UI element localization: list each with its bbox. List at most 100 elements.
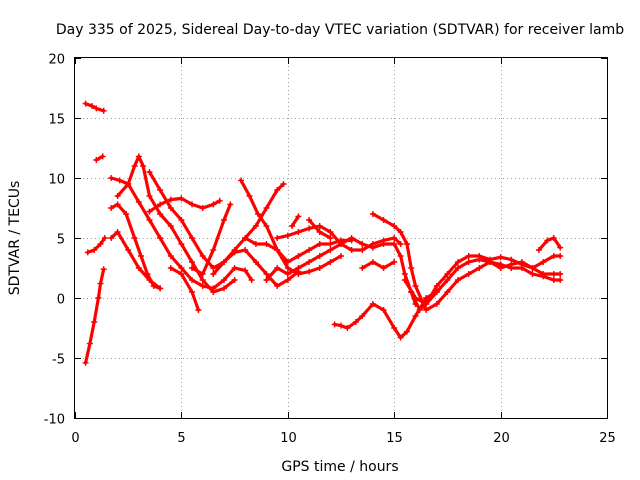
series-line: [360, 260, 396, 270]
data-point: [348, 247, 355, 253]
data-point: [338, 241, 344, 247]
data-point: [138, 253, 144, 259]
data-point: [331, 321, 338, 328]
data-point: [135, 199, 142, 205]
data-point: [210, 265, 217, 271]
data-point: [82, 359, 89, 366]
data-point: [306, 225, 313, 232]
data-point: [289, 223, 296, 229]
data-point: [99, 153, 106, 160]
data-point: [497, 254, 504, 261]
series-track-15: [242, 235, 355, 265]
data-point: [274, 265, 281, 271]
data-point: [246, 193, 253, 199]
data-point: [327, 229, 334, 235]
series-track-17: [263, 235, 419, 307]
data-point: [306, 268, 313, 275]
y-tick-label: -10: [44, 413, 65, 428]
data-point: [86, 340, 93, 347]
data-point: [444, 289, 451, 295]
data-point: [369, 259, 376, 265]
data-point: [242, 235, 249, 241]
data-point: [125, 247, 132, 253]
data-point: [338, 322, 344, 329]
series-track-12: [189, 201, 234, 277]
data-point: [157, 285, 164, 292]
data-point: [189, 277, 195, 283]
data-point: [248, 277, 255, 283]
data-point: [100, 266, 107, 273]
data-point: [397, 229, 404, 235]
data-point: [380, 265, 387, 271]
data-point: [221, 277, 227, 283]
data-point: [101, 235, 108, 241]
data-point: [359, 313, 366, 319]
data-point: [252, 223, 259, 229]
data-point: [178, 241, 185, 247]
y-tick-label: 5: [57, 233, 65, 248]
data-point: [550, 253, 557, 259]
y-axis-label: SDTVAR / TECUs: [7, 181, 23, 296]
data-point: [529, 265, 536, 271]
data-point: [423, 301, 430, 307]
data-point: [167, 205, 174, 211]
series-line: [109, 230, 162, 290]
series-track-5: [108, 201, 164, 292]
data-point: [391, 259, 398, 265]
data-point: [199, 283, 206, 289]
data-point: [280, 181, 287, 187]
x-tick-label: 0: [71, 431, 79, 446]
data-point: [557, 253, 564, 259]
data-point: [178, 271, 185, 277]
data-point: [210, 271, 217, 277]
data-point: [146, 193, 153, 199]
data-point: [306, 259, 313, 265]
data-point: [146, 208, 153, 215]
data-point: [397, 253, 404, 259]
data-point: [167, 253, 174, 259]
data-point: [89, 103, 95, 109]
x-tick-label: 10: [280, 431, 297, 446]
data-point: [550, 235, 557, 241]
data-point: [487, 256, 493, 263]
data-point: [369, 211, 376, 217]
data-point: [274, 187, 281, 193]
data-point: [557, 271, 564, 277]
data-point: [423, 307, 430, 313]
data-point: [231, 277, 238, 283]
data-point: [195, 307, 202, 313]
data-point: [433, 301, 440, 307]
data-point: [189, 289, 195, 295]
data-point: [380, 217, 387, 223]
data-point: [557, 244, 564, 251]
series-track-20: [331, 289, 440, 341]
data-point: [444, 277, 451, 283]
data-point: [84, 249, 91, 256]
data-point: [397, 334, 404, 341]
x-tick-label: 5: [177, 431, 185, 446]
data-point: [327, 247, 334, 253]
data-point: [221, 259, 227, 265]
y-tick-label: 0: [57, 293, 65, 308]
data-point: [284, 277, 291, 283]
data-point: [408, 289, 415, 295]
data-point: [352, 319, 359, 325]
y-tick-label: 20: [48, 53, 65, 68]
x-axis: 0 5 10 15 20 25: [71, 58, 616, 446]
data-point: [210, 289, 217, 295]
data-point: [295, 253, 302, 259]
data-point: [146, 217, 153, 223]
y-tick-label: 15: [48, 113, 65, 128]
data-point: [316, 229, 323, 235]
data-point: [476, 253, 483, 259]
data-point: [497, 265, 504, 271]
series-line: [290, 214, 300, 228]
data-point: [135, 153, 142, 160]
series-line: [109, 202, 162, 290]
data-point: [401, 277, 408, 283]
data-point: [178, 265, 185, 271]
data-point: [397, 241, 404, 247]
data-point: [274, 235, 281, 241]
data-point: [167, 265, 174, 271]
